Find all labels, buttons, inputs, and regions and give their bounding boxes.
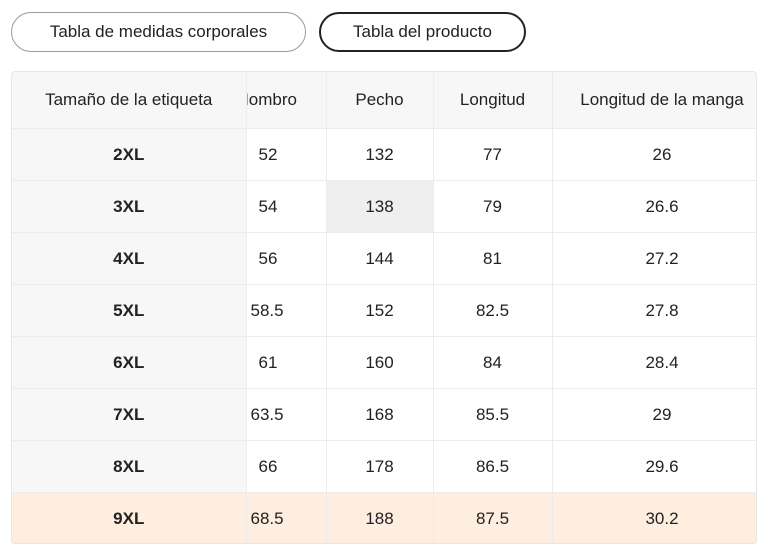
table-row: 6XL 61 160 84 28.4 [12,336,756,389]
size-cell: 5XL [12,284,247,337]
length-cell: 87.5 [433,492,553,543]
shoulder-cell: 68.5 [246,492,327,543]
size-cell: 8XL [12,440,247,493]
header-shoulder: Hombro [246,72,327,129]
size-cell: 2XL [12,128,247,181]
length-cell: 79 [433,180,553,233]
chest-cell: 138 [326,180,434,233]
sleeve-length-cell: 27.8 [552,284,756,337]
shoulder-cell: 58.5 [246,284,327,337]
chest-cell: 160 [326,336,434,389]
shoulder-cell: 63.5 [246,388,327,441]
chest-cell: 152 [326,284,434,337]
table-row: 2XL 52 132 77 26 [12,128,756,181]
chest-cell: 132 [326,128,434,181]
sleeve-length-cell: 30.2 [552,492,756,543]
header-chest: Pecho [326,72,434,129]
sleeve-length-cell: 29 [552,388,756,441]
size-cell: 9XL [12,492,247,543]
sleeve-length-cell: 29.6 [552,440,756,493]
chest-cell: 168 [326,388,434,441]
table-row: 4XL 56 144 81 27.2 [12,232,756,285]
length-cell: 82.5 [433,284,553,337]
table-row: 8XL 66 178 86.5 29.6 [12,440,756,493]
length-cell: 81 [433,232,553,285]
table-header-row: Tamaño de la etiqueta Hombro Pecho Longi… [12,72,756,129]
sleeve-length-cell: 27.2 [552,232,756,285]
header-sleeve-length: Longitud de la manga [552,72,756,129]
header-size-label: Tamaño de la etiqueta [12,72,247,129]
table-row: 3XL 54 138 79 26.6 [12,180,756,233]
chest-cell: 188 [326,492,434,543]
table-row: 9XL 68.5 188 87.5 30.2 [12,492,756,543]
sleeve-length-cell: 26 [552,128,756,181]
tab-body-measurements[interactable]: Tabla de medidas corporales [11,12,306,52]
size-cell: 3XL [12,180,247,233]
table-row: 5XL 58.5 152 82.5 27.8 [12,284,756,337]
size-table-container[interactable]: Tamaño de la etiqueta Hombro Pecho Longi… [11,71,757,544]
sleeve-length-cell: 28.4 [552,336,756,389]
header-length: Longitud [433,72,553,129]
length-cell: 86.5 [433,440,553,493]
table-row: 7XL 63.5 168 85.5 29 [12,388,756,441]
shoulder-cell: 61 [246,336,327,389]
length-cell: 85.5 [433,388,553,441]
shoulder-cell: 56 [246,232,327,285]
shoulder-cell: 54 [246,180,327,233]
chest-cell: 144 [326,232,434,285]
shoulder-cell: 66 [246,440,327,493]
shoulder-cell: 52 [246,128,327,181]
tab-product-measurements[interactable]: Tabla del producto [319,12,526,52]
size-cell: 6XL [12,336,247,389]
chest-cell: 178 [326,440,434,493]
size-cell: 7XL [12,388,247,441]
sleeve-length-cell: 26.6 [552,180,756,233]
length-cell: 84 [433,336,553,389]
size-cell: 4XL [12,232,247,285]
length-cell: 77 [433,128,553,181]
size-table: Tamaño de la etiqueta Hombro Pecho Longi… [12,72,756,543]
